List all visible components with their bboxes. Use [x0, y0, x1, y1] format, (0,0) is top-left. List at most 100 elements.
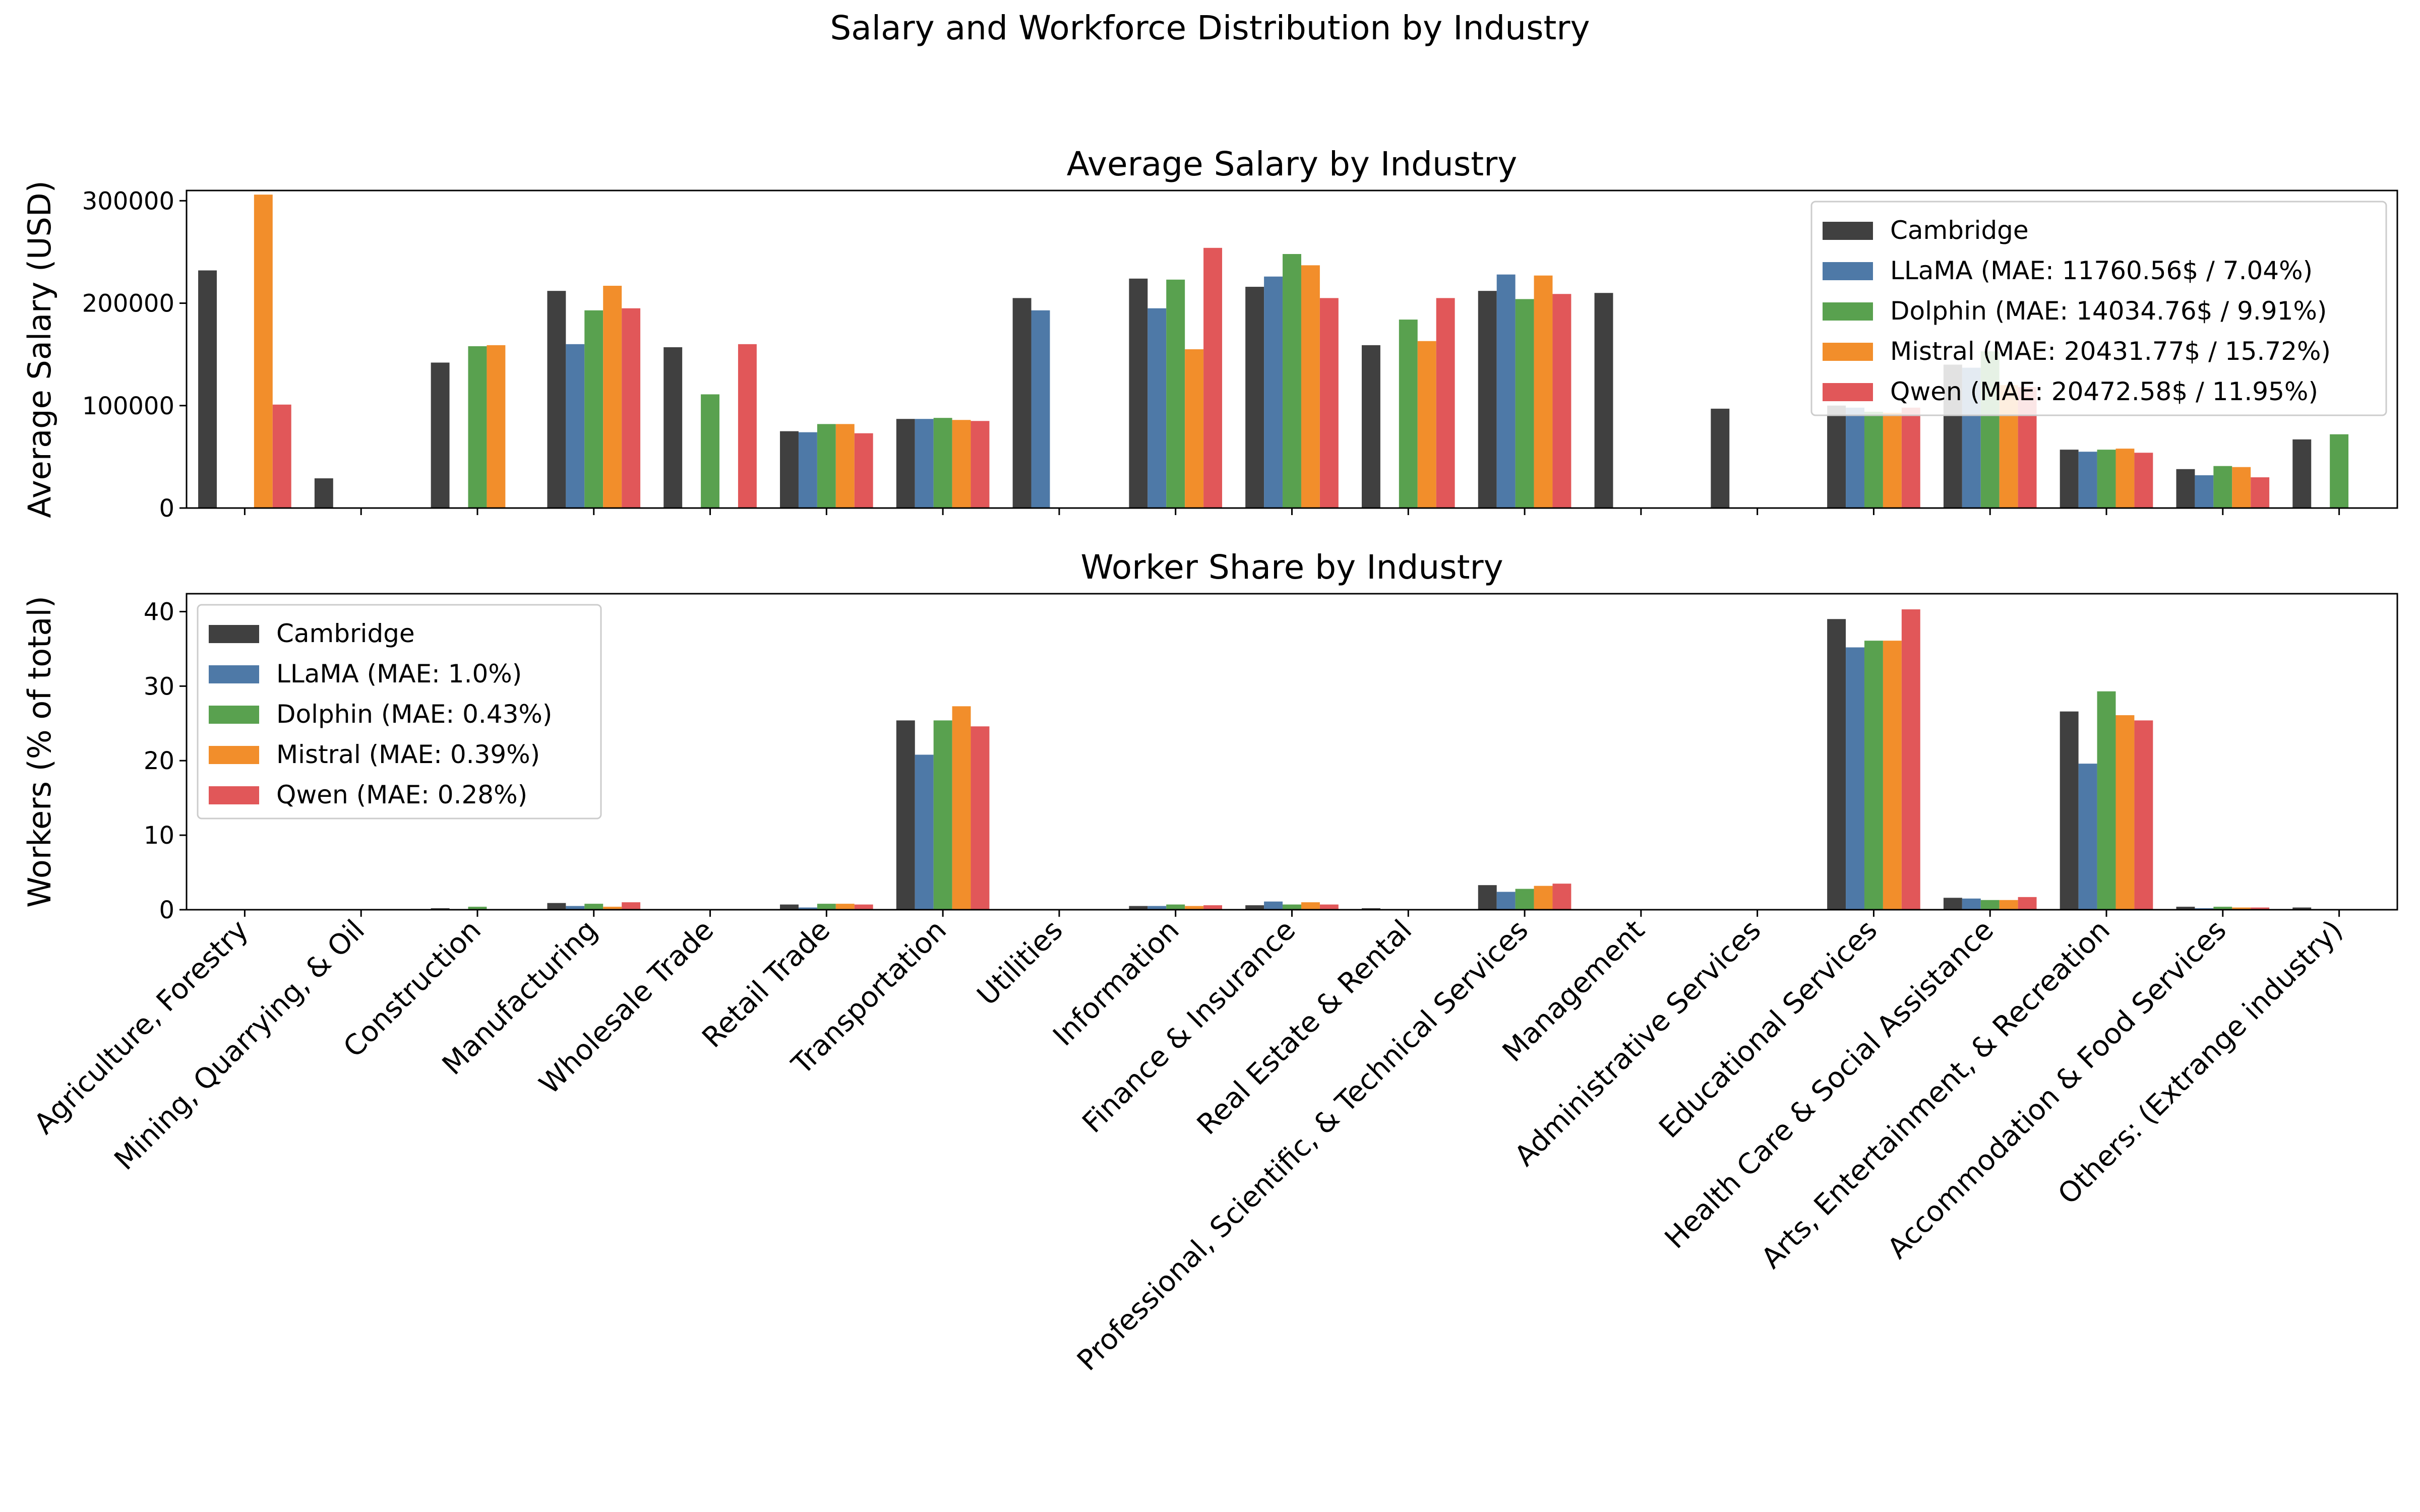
share-bar-llama [1496, 892, 1516, 910]
share-y-tick-label: 20 [144, 747, 174, 775]
share-bar-dolphin [1283, 904, 1301, 910]
salary-bar-dolphin [1283, 254, 1301, 508]
share-chart-title: Worker Share by Industry [1080, 548, 1503, 587]
salary-bar-dolphin [817, 424, 836, 508]
salary-bar-cambridge [663, 347, 683, 508]
salary-bar-mistral [2115, 449, 2135, 508]
salary-bar-dolphin [1399, 320, 1418, 508]
salary-legend-swatch-qwen [1823, 383, 1873, 401]
share-bar-dolphin [933, 720, 952, 910]
share-bar-qwen [622, 902, 641, 910]
salary-bar-llama [915, 419, 934, 508]
share-bar-dolphin [1864, 641, 1883, 910]
salary-bar-qwen [738, 344, 757, 508]
salary-legend-swatch-llama [1823, 262, 1873, 280]
share-bar-cambridge [2176, 907, 2195, 910]
salary-bar-mistral [952, 420, 971, 508]
share-bar-cambridge [1827, 619, 1846, 910]
share-bar-qwen [1319, 904, 1339, 910]
share-bar-mistral [1999, 900, 2018, 910]
share-bar-qwen [2251, 907, 2270, 910]
figure-title: Salary and Workforce Distribution by Ind… [830, 9, 1590, 47]
salary-bar-cambridge [314, 478, 333, 508]
salary-y-tick-label: 300000 [82, 187, 174, 215]
share-y-tick-label: 40 [144, 598, 174, 626]
share-bar-cambridge [1129, 906, 1148, 910]
share-bar-cambridge [1943, 898, 1962, 910]
share-legend-swatch-dolphin [209, 706, 259, 724]
share-y-tick-label: 30 [144, 672, 174, 701]
share-bar-cambridge [780, 904, 799, 910]
salary-bar-cambridge [1361, 345, 1380, 508]
salary-legend-swatch-cambridge [1823, 222, 1873, 240]
salary-bar-llama [1264, 276, 1283, 508]
share-bar-cambridge [1478, 885, 1497, 910]
share-bar-llama [2078, 764, 2097, 910]
salary-bar-cambridge [2176, 469, 2195, 508]
share-bar-qwen [1203, 905, 1223, 910]
salary-bar-cambridge [896, 419, 915, 508]
share-axes-frame [186, 593, 2398, 911]
share-bar-mistral [1534, 886, 1553, 910]
salary-legend-label: Qwen (MAE: 20472.58$ / 11.95%) [1890, 377, 2318, 406]
share-bar-qwen [854, 904, 873, 910]
salary-y-tick-label: 200000 [82, 290, 174, 318]
share-legend-label: Qwen (MAE: 0.28%) [276, 780, 527, 809]
share-bar-mistral [1185, 906, 1204, 910]
salary-bar-dolphin [2097, 450, 2116, 508]
share-y-tick-label: 0 [159, 896, 174, 924]
share-bar-mistral [2232, 907, 2251, 910]
salary-bar-cambridge [2292, 439, 2312, 508]
salary-bar-mistral [835, 424, 855, 508]
salary-bar-dolphin [2213, 466, 2232, 508]
share-bar-mistral [1883, 641, 1902, 910]
salary-bar-qwen [2134, 453, 2153, 508]
salary-legend-swatch-mistral [1823, 343, 1873, 361]
share-bar-cambridge [547, 903, 566, 910]
share-bar-llama [915, 754, 934, 910]
share-bar-llama [1264, 901, 1283, 910]
share-bar-qwen [2018, 897, 2037, 910]
salary-bar-dolphin [1515, 299, 1534, 508]
share-bar-mistral [2115, 715, 2135, 910]
salary-bar-dolphin [2330, 434, 2349, 508]
share-bar-mistral [952, 706, 971, 910]
share-legend-label: Dolphin (MAE: 0.43%) [276, 700, 552, 729]
salary-bar-dolphin [1166, 279, 1185, 508]
share-bar-dolphin [817, 904, 836, 910]
salary-bar-cambridge [198, 270, 217, 508]
share-bar-dolphin [1515, 889, 1534, 910]
salary-bar-cambridge [1711, 408, 1730, 508]
share-bar-mistral [603, 907, 622, 910]
salary-panel: Average Salary by Industry Average Salary… [21, 145, 2398, 523]
salary-bar-mistral [487, 345, 506, 508]
salary-bar-mistral [1417, 341, 1436, 508]
share-legend-label: Cambridge [276, 619, 415, 648]
salary-bar-cambridge [1478, 291, 1497, 508]
share-bar-llama [1962, 898, 1981, 910]
salary-bar-dolphin [468, 346, 487, 508]
salary-bar-dolphin [584, 310, 603, 508]
salary-bar-mistral [603, 286, 622, 508]
salary-legend-label: Mistral (MAE: 20431.77$ / 15.72%) [1890, 337, 2331, 366]
salary-legend-label: Cambridge [1890, 216, 2029, 245]
salary-bar-qwen [1901, 407, 1920, 508]
salary-bar-llama [2195, 475, 2214, 508]
salary-bar-llama [1031, 310, 1050, 508]
salary-bar-cambridge [1827, 405, 1846, 508]
salary-bar-qwen [1552, 294, 1571, 508]
salary-bar-qwen [854, 433, 873, 508]
share-bar-qwen [1901, 609, 1920, 910]
salary-bar-qwen [1436, 298, 1455, 508]
share-bar-mistral [835, 904, 855, 910]
salary-bar-llama [798, 432, 817, 508]
share-bar-qwen [971, 726, 990, 910]
salary-bar-cambridge [2060, 450, 2079, 508]
salary-bar-llama [1496, 274, 1516, 508]
salary-chart-title: Average Salary by Industry [1067, 145, 1518, 183]
share-bar-qwen [1552, 884, 1571, 910]
salary-y-tick-label: 100000 [82, 392, 174, 420]
salary-bar-qwen [971, 421, 990, 508]
salary-bar-qwen [2251, 477, 2270, 508]
